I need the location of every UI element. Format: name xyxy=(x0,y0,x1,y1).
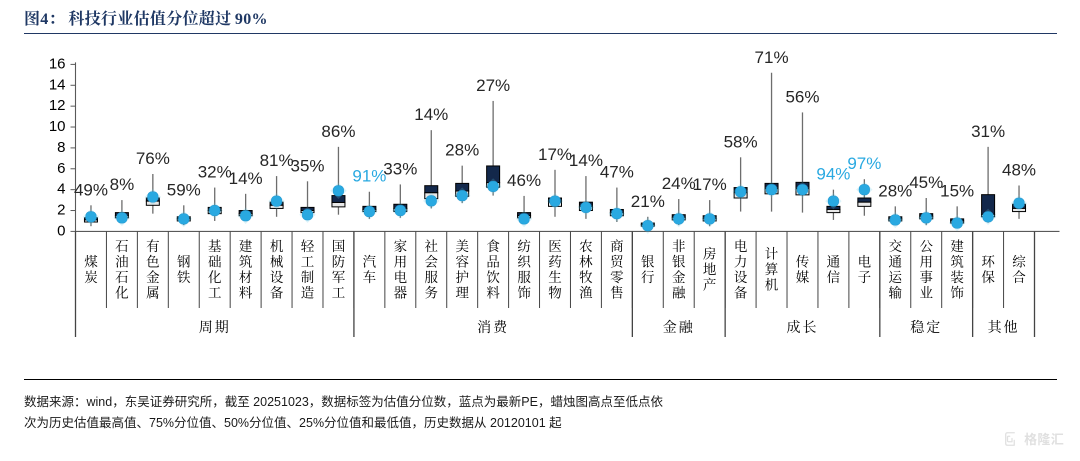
svg-text:料: 料 xyxy=(239,281,253,301)
svg-text:铁: 铁 xyxy=(177,266,191,286)
svg-text:炭: 炭 xyxy=(84,266,98,286)
svg-text:业: 业 xyxy=(919,281,933,301)
svg-text:属: 属 xyxy=(146,281,160,301)
svg-text:稳定: 稳定 xyxy=(910,317,942,337)
svg-text:物: 物 xyxy=(548,281,562,301)
svg-text:行: 行 xyxy=(641,266,655,286)
svg-text:饰: 饰 xyxy=(517,281,531,301)
svg-text:理: 理 xyxy=(455,281,469,301)
svg-text:渔: 渔 xyxy=(579,281,593,301)
svg-text:料: 料 xyxy=(486,281,500,301)
svg-text:务: 务 xyxy=(425,281,439,301)
svg-text:车: 车 xyxy=(363,266,377,286)
svg-text:工: 工 xyxy=(332,281,346,301)
svg-text:保: 保 xyxy=(981,266,995,286)
svg-text:饰: 饰 xyxy=(950,281,964,301)
svg-text:售: 售 xyxy=(610,281,624,301)
svg-text:备: 备 xyxy=(734,281,748,301)
svg-text:化: 化 xyxy=(115,281,129,301)
svg-text:工: 工 xyxy=(208,281,222,301)
svg-text:产: 产 xyxy=(703,274,717,294)
svg-text:其他: 其他 xyxy=(988,317,1020,337)
svg-text:周期: 周期 xyxy=(199,317,231,337)
svg-text:金融: 金融 xyxy=(663,317,695,337)
svg-text:成长: 成长 xyxy=(786,317,818,337)
svg-text:子: 子 xyxy=(858,266,872,286)
svg-text:输: 输 xyxy=(889,281,903,301)
svg-text:消费: 消费 xyxy=(477,317,509,337)
svg-text:媒: 媒 xyxy=(796,266,810,286)
svg-text:备: 备 xyxy=(270,281,284,301)
svg-text:融: 融 xyxy=(672,281,686,301)
svg-text:器: 器 xyxy=(394,281,408,301)
svg-text:信: 信 xyxy=(827,266,841,286)
svg-text:机: 机 xyxy=(765,274,779,294)
svg-text:造: 造 xyxy=(301,281,315,301)
svg-text:合: 合 xyxy=(1012,266,1026,286)
